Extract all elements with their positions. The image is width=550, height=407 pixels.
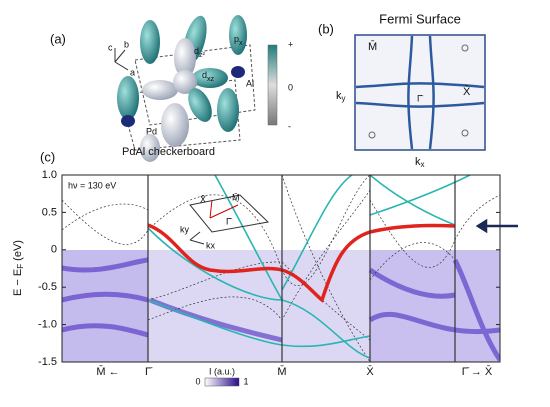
annotation: hν = 130 eV: [68, 180, 116, 190]
x-tick-label: X̄: [366, 365, 374, 378]
axis-b: b: [124, 39, 129, 49]
orbital-label: dxz: [202, 70, 215, 82]
panel-c: (c) hν = 130 eV X̄ M̄ Γ̄ ky kx: [12, 149, 518, 386]
panel-b: (b) Fermi Surface M̄ Γ̄ X̄ ky kx: [318, 11, 486, 169]
panel-a: (a) c b a dz² dxz px Al Pd + 0 - PdAl ch…: [50, 15, 293, 162]
y-tick-label: 1.0: [42, 169, 57, 181]
k-path-lines: [147, 175, 456, 362]
panel-title: Fermi Surface: [379, 11, 461, 26]
panel-label: (b): [318, 21, 334, 36]
y-tick-label: -1.0: [38, 319, 57, 331]
inset-label: X̄: [200, 194, 206, 204]
inset-label: ky: [180, 224, 190, 234]
x-tick-label: M̄: [277, 365, 286, 378]
colorbar-tick: 0: [195, 376, 200, 386]
point-label: X̄: [463, 85, 471, 98]
orbital-label: px: [234, 34, 243, 46]
x-tick-label: Γ̄: [145, 366, 153, 378]
axis-label: ky: [336, 90, 346, 103]
colorbar: [204, 377, 240, 387]
axis-a: a: [130, 67, 135, 77]
panel-label: (a): [50, 31, 66, 46]
panel-label: (c): [40, 149, 55, 164]
y-tick-label: 0: [51, 244, 57, 256]
scale-label: +: [288, 39, 293, 49]
colorbar-label: I (a.u.): [209, 366, 235, 376]
y-axis-label: E − EF (eV): [12, 240, 25, 296]
x-tick-label: Γ̄ → X̄: [462, 365, 493, 378]
axis-label: kx: [415, 156, 425, 169]
point-label: M̄: [368, 40, 377, 53]
orbitals: [117, 15, 247, 162]
y-tick-label: 0.5: [42, 206, 57, 218]
colorbar-tick: 1: [243, 376, 248, 386]
scale-label: -: [288, 121, 291, 131]
inset-label: M̄: [232, 192, 240, 202]
fermi-contours: [355, 35, 485, 150]
bz-inset: [189, 194, 270, 245]
arrow: [475, 218, 518, 234]
inset-label: Γ̄: [226, 216, 233, 226]
orbital-label: dz²: [194, 46, 206, 58]
caption: PdAl checkerboard: [122, 146, 215, 158]
x-tick-label: M̄ ←: [96, 365, 119, 378]
point-label: Γ̄: [417, 93, 424, 103]
atom-label: Pd: [146, 126, 157, 136]
y-tick-label: -1.5: [38, 356, 57, 368]
lattice: [119, 44, 256, 151]
atom-label: Al: [246, 78, 254, 88]
inset-label: kx: [206, 240, 216, 250]
axis-c: c: [108, 42, 113, 52]
colorbar: [267, 44, 278, 126]
axes-triad: [114, 48, 129, 71]
scale-label: 0: [288, 82, 293, 92]
y-tick-label: -0.5: [38, 281, 57, 293]
